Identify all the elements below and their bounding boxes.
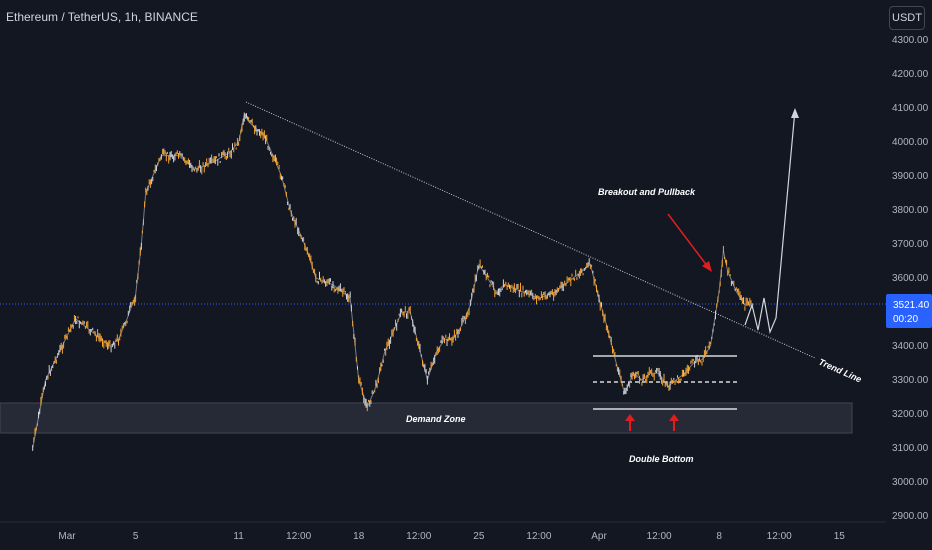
bottom-arrow-1 [625,414,635,431]
time-axis[interactable]: Mar 5 11 12:00 18 12:00 25 12:00 Apr 12:00 8 12:00 1… [58,531,845,542]
price-tick-label: 4000.00 [892,137,929,148]
time-tick-label: 12:00 [647,531,672,542]
demand-zone-label: Demand Zone [406,414,466,424]
currency-button[interactable]: USDT [889,6,925,30]
time-tick-label: 15 [834,531,846,542]
price-tick-label: 3300.00 [892,375,929,386]
time-tick-label: Apr [591,531,607,542]
current-price-badge: 3521.40 00:20 [886,294,932,328]
time-tick-label: 25 [473,531,485,542]
time-tick-label: Mar [58,531,76,542]
price-tick-label: 4300.00 [892,35,929,46]
bottom-arrow-2 [669,414,679,431]
symbol-title[interactable]: Ethereum / TetherUS, 1h, BINANCE [6,10,198,24]
time-tick-label: 12:00 [406,531,431,542]
price-tick-label: 4100.00 [892,103,929,114]
demand-zone [0,402,853,434]
time-tick-label: 11 [233,531,244,542]
breakout-label: Breakout and Pullback [598,187,696,197]
price-tick-label: 3600.00 [892,273,929,284]
price-axis[interactable]: 4300.00 4200.00 4100.00 4000.00 3900.00 3800.… [892,35,929,522]
time-tick-label: 12:00 [526,531,551,542]
time-tick-label: 12:00 [286,531,311,542]
price-tick-label: 3200.00 [892,409,929,420]
time-tick-label: 18 [353,531,365,542]
time-tick-label: 5 [133,531,139,542]
price-tick-label: 3700.00 [892,239,929,250]
price-tick-label: 3100.00 [892,443,929,454]
time-tick-label: 12:00 [767,531,792,542]
breakout-arrow [667,213,709,268]
breakout-arrowhead [702,261,712,272]
projection-path [744,109,796,335]
time-tick-label: 8 [716,531,722,542]
current-price-value: 3521.40 [893,300,930,311]
price-series [32,112,754,451]
price-tick-label: 3400.00 [892,341,929,352]
price-tick-label: 3000.00 [892,477,929,488]
price-tick-label: 3800.00 [892,205,929,216]
double-bottom-label: Double Bottom [629,454,694,464]
projection-arrowhead [791,108,799,118]
countdown-value: 00:20 [893,314,918,325]
price-tick-label: 2900.00 [892,511,929,522]
price-tick-label: 3900.00 [892,171,929,182]
price-tick-label: 4200.00 [892,69,929,80]
